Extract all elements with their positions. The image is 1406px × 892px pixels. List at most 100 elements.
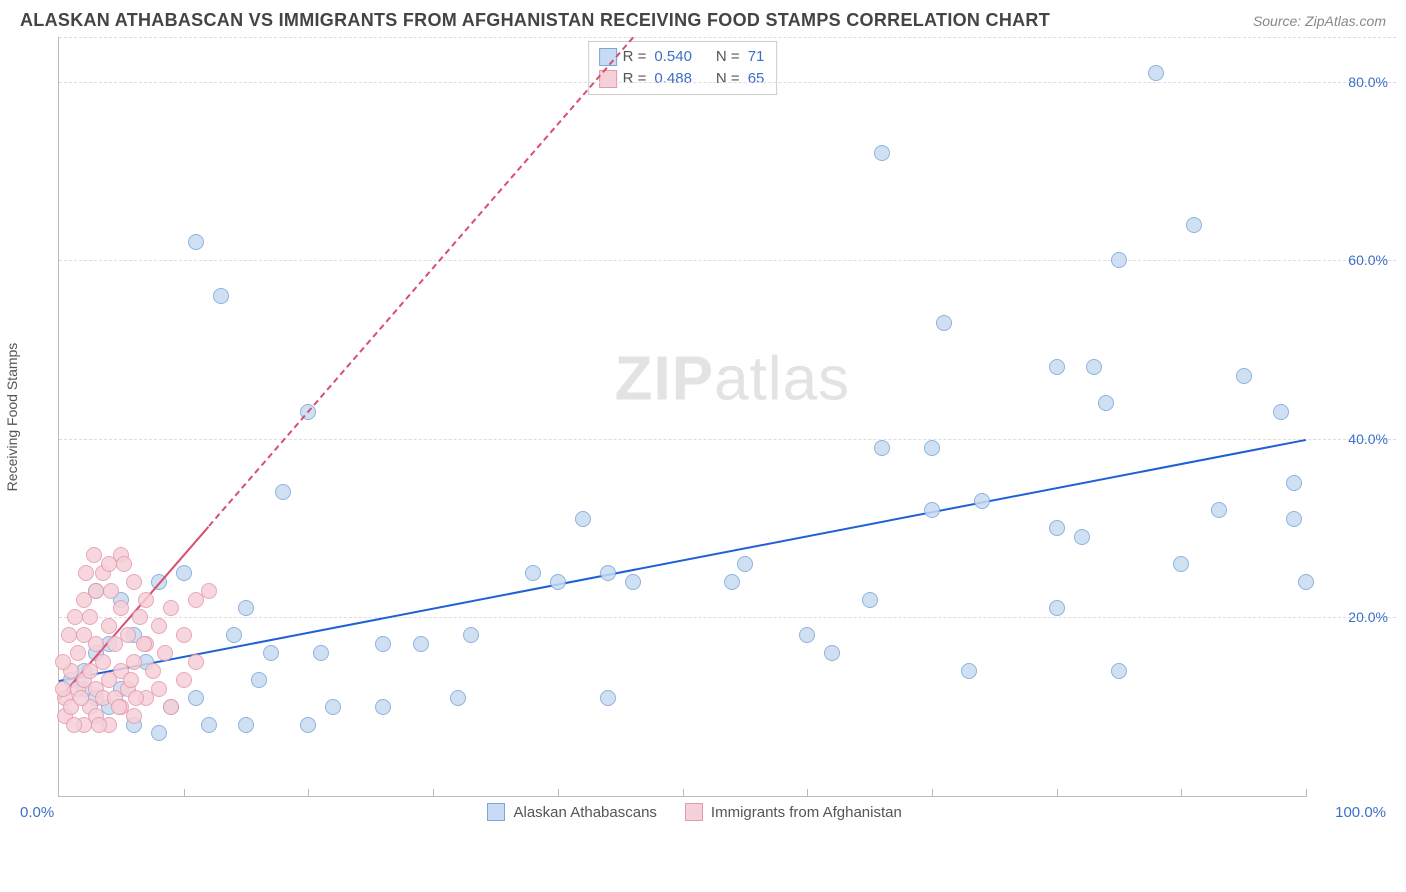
data-point bbox=[1286, 475, 1302, 491]
data-point bbox=[300, 717, 316, 733]
data-point bbox=[238, 717, 254, 733]
data-point bbox=[111, 699, 127, 715]
data-point bbox=[1111, 663, 1127, 679]
gridline bbox=[59, 37, 1396, 38]
data-point bbox=[275, 484, 291, 500]
data-point bbox=[176, 627, 192, 643]
data-point bbox=[188, 654, 204, 670]
data-point bbox=[600, 565, 616, 581]
data-point bbox=[113, 600, 129, 616]
gridline bbox=[59, 260, 1396, 261]
data-point bbox=[101, 618, 117, 634]
data-point bbox=[874, 145, 890, 161]
data-point bbox=[824, 645, 840, 661]
series-legend-item: Immigrants from Afghanistan bbox=[685, 803, 902, 821]
data-point bbox=[974, 493, 990, 509]
legend-swatch bbox=[487, 803, 505, 821]
series-name: Immigrants from Afghanistan bbox=[711, 804, 902, 821]
data-point bbox=[226, 627, 242, 643]
data-point bbox=[1186, 217, 1202, 233]
gridline bbox=[59, 82, 1396, 83]
data-point bbox=[1286, 511, 1302, 527]
data-point bbox=[95, 654, 111, 670]
y-tick-label: 80.0% bbox=[1348, 74, 1388, 90]
source-label: Source: ZipAtlas.com bbox=[1253, 13, 1386, 29]
data-point bbox=[201, 583, 217, 599]
data-point bbox=[151, 681, 167, 697]
x-tick bbox=[558, 789, 559, 797]
data-point bbox=[625, 574, 641, 590]
data-point bbox=[961, 663, 977, 679]
data-point bbox=[78, 565, 94, 581]
x-tick bbox=[683, 789, 684, 797]
data-point bbox=[1148, 65, 1164, 81]
x-tick bbox=[932, 789, 933, 797]
data-point bbox=[67, 609, 83, 625]
data-point bbox=[1098, 395, 1114, 411]
data-point bbox=[176, 565, 192, 581]
series-legend: Alaskan Athabascans Immigrants from Afgha… bbox=[54, 803, 1335, 821]
data-point bbox=[251, 672, 267, 688]
data-point bbox=[86, 547, 102, 563]
data-point bbox=[375, 699, 391, 715]
data-point bbox=[70, 645, 86, 661]
data-point bbox=[936, 315, 952, 331]
data-point bbox=[600, 690, 616, 706]
data-point bbox=[116, 556, 132, 572]
data-point bbox=[151, 725, 167, 741]
data-point bbox=[1049, 600, 1065, 616]
data-point bbox=[61, 627, 77, 643]
data-point bbox=[123, 672, 139, 688]
x-tick bbox=[1181, 789, 1182, 797]
data-point bbox=[126, 708, 142, 724]
data-point bbox=[55, 654, 71, 670]
y-tick-label: 60.0% bbox=[1348, 252, 1388, 268]
data-point bbox=[1236, 368, 1252, 384]
y-tick-label: 40.0% bbox=[1348, 431, 1388, 447]
data-point bbox=[862, 592, 878, 608]
data-point bbox=[1111, 252, 1127, 268]
x-tick bbox=[1057, 789, 1058, 797]
data-point bbox=[82, 609, 98, 625]
data-point bbox=[375, 636, 391, 652]
data-point bbox=[66, 717, 82, 733]
watermark: ZIPatlas bbox=[615, 343, 850, 414]
x-tick bbox=[807, 789, 808, 797]
data-point bbox=[1211, 502, 1227, 518]
chart-title: ALASKAN ATHABASCAN VS IMMIGRANTS FROM AF… bbox=[20, 10, 1050, 31]
data-point bbox=[163, 600, 179, 616]
data-point bbox=[1173, 556, 1189, 572]
data-point bbox=[1086, 359, 1102, 375]
x-axis-max: 100.0% bbox=[1335, 804, 1386, 821]
data-point bbox=[1049, 359, 1065, 375]
data-point bbox=[163, 699, 179, 715]
scatter-plot: ZIPatlas R =0.540N =71R =0.488N =65 20.0… bbox=[58, 37, 1306, 797]
data-point bbox=[103, 583, 119, 599]
data-point bbox=[450, 690, 466, 706]
trend-line bbox=[59, 439, 1306, 682]
series-legend-item: Alaskan Athabascans bbox=[487, 803, 656, 821]
data-point bbox=[201, 717, 217, 733]
data-point bbox=[325, 699, 341, 715]
legend-swatch bbox=[685, 803, 703, 821]
data-point bbox=[463, 627, 479, 643]
stats-legend-row: R =0.488N =65 bbox=[599, 68, 767, 90]
data-point bbox=[151, 618, 167, 634]
data-point bbox=[525, 565, 541, 581]
data-point bbox=[132, 609, 148, 625]
x-axis-min: 0.0% bbox=[20, 804, 54, 821]
x-tick bbox=[433, 789, 434, 797]
data-point bbox=[128, 690, 144, 706]
data-point bbox=[136, 636, 152, 652]
data-point bbox=[238, 600, 254, 616]
data-point bbox=[145, 663, 161, 679]
data-point bbox=[924, 440, 940, 456]
data-point bbox=[88, 636, 104, 652]
x-tick bbox=[308, 789, 309, 797]
data-point bbox=[924, 502, 940, 518]
data-point bbox=[126, 574, 142, 590]
data-point bbox=[138, 592, 154, 608]
stats-legend: R =0.540N =71R =0.488N =65 bbox=[588, 41, 778, 95]
x-tick bbox=[1306, 789, 1307, 797]
data-point bbox=[263, 645, 279, 661]
